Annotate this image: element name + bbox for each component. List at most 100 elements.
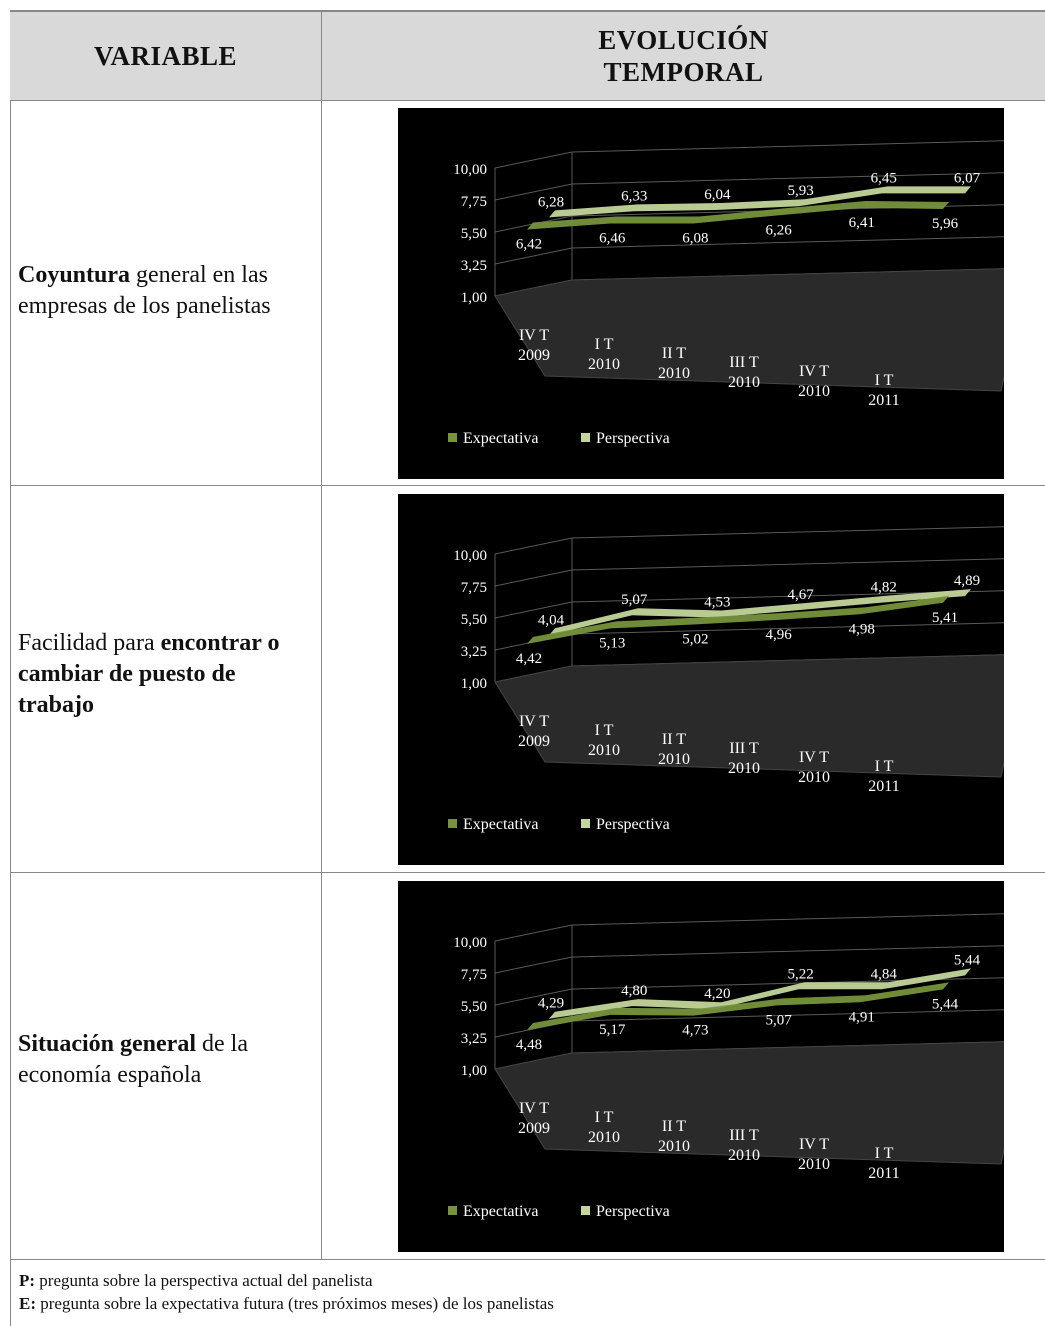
x-tick-label: 2010 (588, 356, 620, 373)
data-label: 5,44 (954, 952, 981, 968)
data-label: 4,04 (538, 612, 565, 628)
row-label-rest: de la economía española (18, 1031, 248, 1088)
plot-area: 10,00 7,75 5,50 3,25 1,00 4,04 5,07 4,53 4,67 4,8… (453, 526, 1004, 795)
x-tick-label: IV T (799, 363, 829, 380)
y-tick-label: 1,00 (461, 290, 487, 306)
data-label: 5,22 (787, 966, 813, 982)
x-tick-label: I T (595, 1109, 614, 1126)
x-tick-label: 2010 (728, 374, 760, 391)
gridline (494, 601, 573, 619)
y-tick-label: 7,75 (461, 580, 487, 596)
legend-swatch (581, 819, 590, 828)
x-tick-label: I T (875, 758, 894, 775)
legend-swatch (448, 1206, 457, 1215)
series-ribbon (549, 589, 971, 636)
data-label: 6,07 (954, 170, 981, 186)
data-label: 4,96 (765, 627, 792, 643)
gridline (571, 945, 1004, 958)
x-tick-label: II T (662, 1118, 686, 1135)
x-tick-label: I T (595, 336, 614, 353)
chart-floor (494, 1041, 1004, 1165)
legend-swatch (581, 1206, 590, 1215)
data-label: 5,02 (682, 632, 708, 648)
footnote-e-key: E: (19, 1294, 36, 1313)
y-tick-label: 5,50 (461, 226, 487, 242)
legend-label: Expectativa (463, 430, 539, 447)
gridline (494, 183, 573, 201)
x-tick-label: 2010 (658, 751, 690, 768)
gridline (571, 526, 1004, 539)
data-label: 4,53 (704, 595, 730, 611)
gridline (571, 172, 1004, 185)
gridline (571, 977, 1004, 990)
x-tick-label: III T (729, 740, 759, 757)
x-tick-label: 2010 (658, 365, 690, 382)
data-label: 6,46 (599, 230, 626, 246)
x-tick-label: II T (662, 731, 686, 748)
data-label: 6,33 (621, 188, 647, 204)
y-tick-label: 5,50 (461, 612, 487, 628)
legend: Expectativa Perspectiva (448, 816, 670, 833)
data-label: 6,41 (849, 215, 875, 231)
data-label: 5,41 (932, 610, 958, 626)
x-tick-label: I T (875, 1145, 894, 1162)
chart-empleo: 10,00 7,75 5,50 3,25 1,00 4,04 5,07 4,53 4,67 4,8… (398, 494, 1004, 865)
header-evolucion-line2: TEMPORAL (603, 57, 764, 87)
series-ribbon (549, 186, 971, 218)
gridline (571, 236, 1004, 249)
data-label: 4,80 (621, 983, 647, 999)
data-label: 6,26 (765, 222, 792, 238)
x-tick-label: III T (729, 354, 759, 371)
y-tick-label: 1,00 (461, 1063, 487, 1079)
x-tick-label: IV T (519, 1100, 549, 1117)
x-tick-label: 2010 (798, 383, 830, 400)
x-tick-label: 2010 (658, 1138, 690, 1155)
row-label: Situación general de la economía español… (18, 1029, 316, 1091)
footnote-p-key: P: (19, 1271, 36, 1290)
chart-svg: 10,00 7,75 5,50 3,25 1,00 4,04 5,07 4,53 4,67 4,8… (448, 526, 1004, 833)
data-label: 4,67 (787, 587, 814, 603)
data-label: 4,29 (538, 996, 564, 1012)
x-tick-label: III T (729, 1127, 759, 1144)
data-label: 4,91 (849, 1009, 875, 1025)
data-label: 6,45 (871, 170, 897, 186)
data-label: 6,08 (682, 230, 708, 246)
gridline (571, 1009, 1004, 1022)
data-table: VARIABLE EVOLUCIÓN TEMPORAL Coyuntura ge… (10, 10, 1045, 1326)
chart-coyuntura: 10,00 7,75 5,50 3,25 1,00 6,28 6,33 6,04 5,93 6,4… (398, 108, 1004, 479)
gridline (494, 924, 573, 942)
data-label: 6,28 (538, 194, 564, 210)
data-label: 5,96 (932, 216, 959, 232)
series-ribbon (527, 200, 949, 230)
chart-floor (494, 654, 1004, 778)
gridline (571, 913, 1004, 926)
plot-area: 10,00 7,75 5,50 3,25 1,00 6,28 6,33 6,04 5,93 6,4… (453, 140, 1004, 409)
x-tick-label: 2010 (728, 1147, 760, 1164)
header-evolucion: EVOLUCIÓN TEMPORAL (322, 12, 1045, 100)
legend-swatch (581, 433, 590, 442)
legend-label: Expectativa (463, 1203, 539, 1220)
plot-area: 10,00 7,75 5,50 3,25 1,00 4,29 4,80 4,20 5,22 4,8… (453, 913, 1004, 1182)
legend-label: Expectativa (463, 816, 539, 833)
row-label: Facilidad para encontrar o cambiar de pu… (18, 628, 316, 721)
legend: Expectativa Perspectiva (448, 1203, 670, 1220)
y-tick-label: 10,00 (453, 935, 487, 951)
x-tick-label: 2009 (518, 1120, 550, 1137)
data-label: 4,20 (704, 986, 730, 1002)
row-label-bold: encontrar o cambiar de puesto de trabajo (18, 630, 280, 718)
row-label-rest: general en las empresas de los panelista… (18, 262, 271, 319)
footnote-e: E: pregunta sobre la expectativa futura … (19, 1293, 554, 1315)
data-label: 5,93 (787, 183, 813, 199)
data-label: 5,13 (599, 635, 625, 651)
data-label: 5,17 (599, 1022, 626, 1038)
y-tick-label: 10,00 (453, 162, 487, 178)
data-label: 5,44 (932, 996, 959, 1012)
x-tick-label: IV T (799, 749, 829, 766)
header-variable: VARIABLE (93, 40, 238, 71)
gridline (494, 151, 573, 169)
row-label: Coyuntura general en las empresas de los… (18, 260, 316, 322)
table-header: VARIABLE EVOLUCIÓN TEMPORAL (10, 12, 1045, 101)
series-ribbon (527, 982, 949, 1031)
x-tick-label: 2009 (518, 347, 550, 364)
row-label-bold: Coyuntura (18, 262, 131, 288)
